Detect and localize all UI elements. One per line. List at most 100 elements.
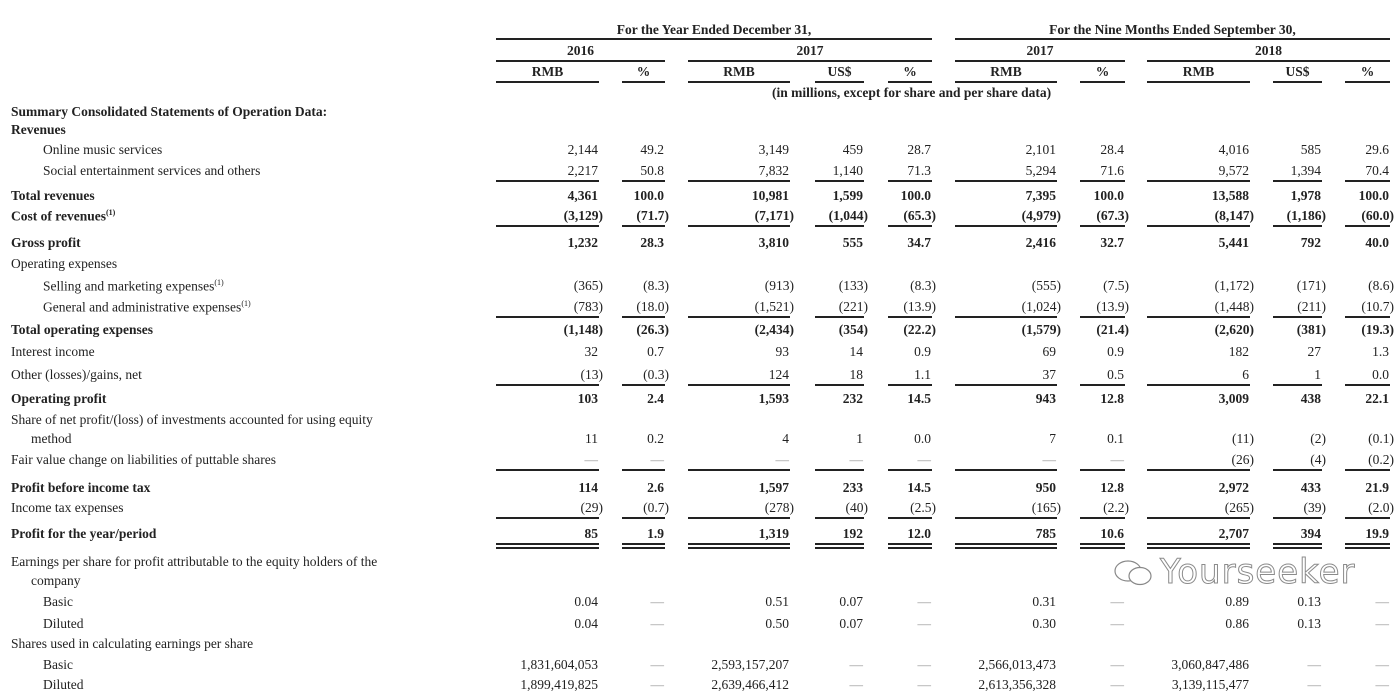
cell-9m2018-usd: (2): [1310, 431, 1326, 446]
column-header-9m2017-rmb: RMB: [990, 64, 1022, 79]
year-rule: [496, 60, 665, 62]
underline: [496, 543, 599, 545]
header-year-group: For the Year Ended December 31,: [616, 22, 812, 37]
underline: [1273, 316, 1322, 318]
double-underline: [688, 547, 790, 549]
row-label-text: Online music services: [43, 142, 163, 157]
column-header-rule: [888, 81, 932, 83]
cell-2017-usd: 233: [842, 480, 863, 495]
underline: [688, 469, 790, 471]
row-label-text: Total operating expenses: [11, 322, 154, 337]
column-header-9m2017-pct: %: [1095, 64, 1110, 79]
cell-9m2018-pct: —: [1375, 594, 1390, 609]
underline: [1273, 517, 1322, 519]
underline: [888, 543, 932, 545]
column-header-rule: [1273, 81, 1322, 83]
cell-9m2018-pct: (2.0): [1368, 500, 1394, 515]
cell-2017-pct: 14.5: [907, 391, 931, 406]
header-year-2016: 2016: [567, 43, 594, 58]
row-label: Share of net profit/(loss) of investment…: [11, 412, 373, 428]
underline: [815, 517, 864, 519]
cell-9m2018-usd: 0.13: [1297, 594, 1321, 609]
cell-9m2018-pct: 40.0: [1365, 235, 1389, 250]
row-label-continued: method: [31, 431, 72, 446]
cell-2017-pct: 28.7: [907, 142, 931, 157]
underline: [1345, 469, 1390, 471]
cell-2017-usd: 192: [842, 526, 863, 541]
cell-9m2018-pct: 21.9: [1365, 480, 1389, 495]
cell-2017-rmb: 3,149: [758, 142, 789, 157]
cell-9m2018-rmb: 5,441: [1218, 235, 1249, 250]
cell-9m2018-usd: 585: [1300, 142, 1321, 157]
cell-9m2018-rmb: 2,707: [1218, 526, 1249, 541]
cell-9m2018-rmb: 9,572: [1218, 163, 1249, 178]
cell-9m2017-rmb: 2,101: [1025, 142, 1056, 157]
cell-2016-pct: —: [650, 616, 665, 631]
cell-9m2018-pct: 0.0: [1372, 367, 1389, 382]
cell-2017-usd: —: [849, 657, 864, 672]
column-header-2017-usd: US$: [827, 64, 852, 79]
cell-9m2018-rmb: (8,147): [1214, 208, 1254, 223]
underline: [955, 469, 1057, 471]
units-note: (in millions, except for share and per s…: [772, 85, 1052, 100]
underline: [815, 384, 864, 386]
underline: [888, 517, 932, 519]
column-header-9m2018-usd: US$: [1285, 64, 1310, 79]
row-label-text: Operating expenses: [11, 256, 118, 271]
underline: [888, 316, 932, 318]
cell-9m2017-pct: 71.6: [1100, 163, 1124, 178]
cell-9m2017-pct: —: [1110, 616, 1125, 631]
cell-9m2017-pct: —: [1110, 452, 1125, 467]
cell-9m2017-rmb: 0.31: [1032, 594, 1056, 609]
cell-9m2018-rmb: (2,620): [1214, 322, 1254, 337]
cell-2016-rmb: (365): [573, 278, 603, 293]
header-9m-2018: 2018: [1255, 43, 1282, 58]
column-header-rule: [955, 81, 1057, 83]
cell-9m2017-rmb: (165): [1031, 500, 1061, 515]
underline: [1345, 225, 1390, 227]
cell-9m2018-pct: 70.4: [1365, 163, 1389, 178]
underline: [496, 384, 599, 386]
cell-9m2017-rmb: 2,416: [1025, 235, 1056, 250]
underline: [1147, 469, 1250, 471]
cell-2016-pct: 100.0: [633, 188, 664, 203]
cell-2017-pct: 100.0: [900, 188, 931, 203]
cell-2017-rmb: (2,434): [754, 322, 794, 337]
row-label-text: General and administrative expenses: [43, 299, 242, 315]
cell-9m2017-pct: (21.4): [1096, 322, 1129, 337]
underline: [1147, 384, 1250, 386]
cell-2016-pct: 1.9: [647, 526, 664, 541]
row-label: Total operating expenses: [11, 322, 153, 338]
cell-9m2017-rmb: (555): [1031, 278, 1061, 293]
header-rule: [955, 38, 1390, 40]
underline: [815, 469, 864, 471]
cell-9m2018-rmb: 3,139,115,477: [1171, 677, 1249, 692]
underline: [1080, 384, 1125, 386]
column-header-2016-pct: %: [636, 64, 651, 79]
cell-2017-usd: 1: [856, 431, 863, 446]
column-header-rule: [496, 81, 599, 83]
cell-2016-rmb: 1,831,604,053: [520, 657, 598, 672]
row-label: Online music services: [43, 142, 162, 158]
header-9m-2017: 2017: [1026, 43, 1054, 58]
cell-9m2017-rmb: 7: [1049, 431, 1056, 446]
cell-2017-pct: (65.3): [903, 208, 936, 223]
underline: [888, 469, 932, 471]
cell-9m2018-usd: 433: [1300, 480, 1321, 495]
underline: [1147, 225, 1250, 227]
cell-2016-pct: 28.3: [640, 235, 664, 250]
cell-9m2017-rmb: —: [1042, 452, 1057, 467]
row-label-text: Interest income: [11, 344, 95, 359]
cell-2016-pct: 0.7: [647, 344, 664, 359]
row-label: Shares used in calculating earnings per …: [11, 636, 253, 652]
cell-2016-pct: (26.3): [636, 322, 669, 337]
cell-2017-usd: —: [849, 677, 864, 692]
row-label: Social entertainment services and others: [43, 163, 260, 179]
row-label-text: Summary Consolidated Statements of Opera…: [11, 104, 328, 119]
cell-2016-pct: —: [650, 677, 665, 692]
cell-2016-pct: —: [650, 594, 665, 609]
row-label: Profit before income tax: [11, 480, 150, 496]
cell-9m2017-pct: 12.8: [1100, 391, 1124, 406]
underline: [622, 225, 665, 227]
cell-2017-usd: 232: [842, 391, 863, 406]
